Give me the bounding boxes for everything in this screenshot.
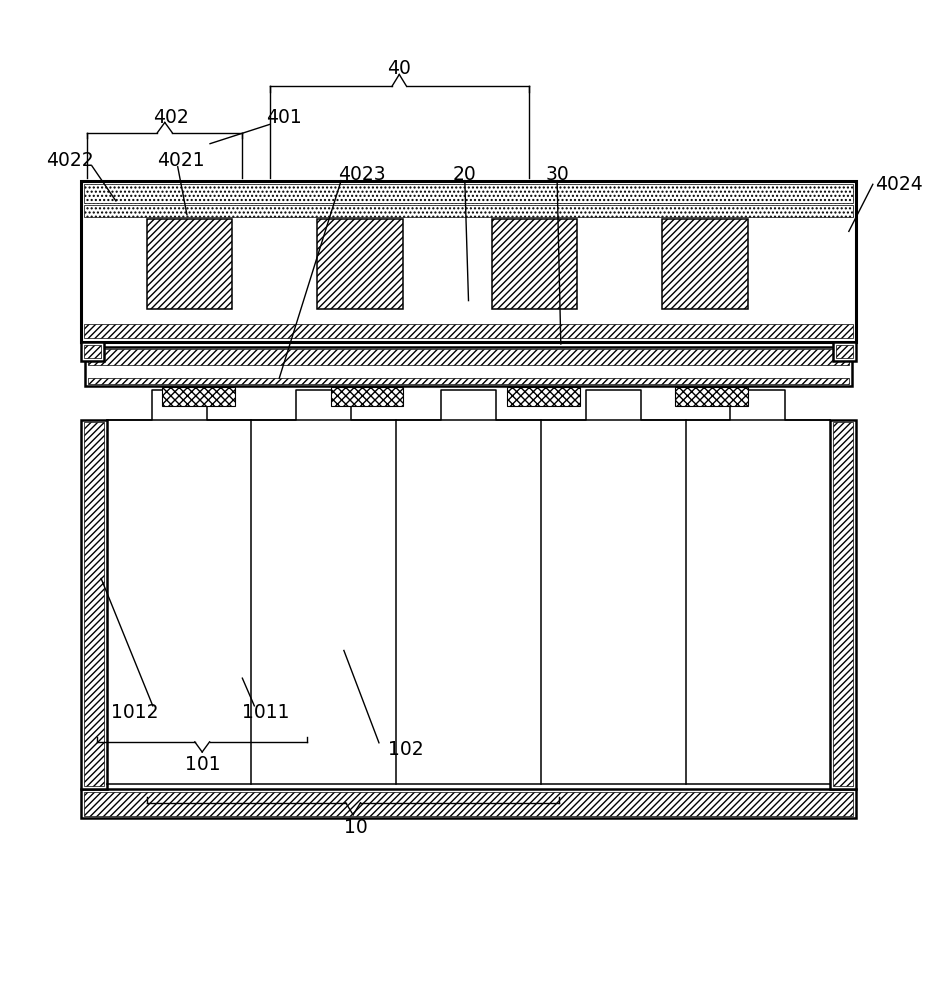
Bar [162, 387, 235, 406]
Text: 401: 401 [266, 108, 302, 127]
Bar [85, 205, 853, 217]
Text: 40: 40 [388, 59, 411, 78]
Bar [662, 219, 748, 309]
Bar [81, 420, 106, 789]
Text: 4023: 4023 [339, 165, 386, 184]
Bar [81, 342, 104, 361]
Text: 20: 20 [453, 165, 477, 184]
Text: 4024: 4024 [875, 175, 922, 194]
Bar [84, 792, 853, 816]
Bar [81, 181, 856, 342]
Bar [85, 324, 853, 338]
Text: 30: 30 [545, 165, 569, 184]
Bar [88, 349, 849, 365]
Bar [330, 387, 404, 406]
Bar [84, 345, 101, 358]
Text: 1012: 1012 [111, 703, 158, 722]
Bar [85, 184, 853, 203]
Bar [830, 420, 856, 789]
Text: 4021: 4021 [157, 151, 204, 170]
Text: 102: 102 [388, 740, 423, 759]
Bar [507, 387, 580, 406]
Bar [836, 345, 853, 358]
Text: 1011: 1011 [242, 703, 289, 722]
Bar [88, 378, 849, 384]
Bar [492, 219, 577, 309]
Text: 101: 101 [184, 755, 220, 774]
Text: 4022: 4022 [46, 151, 93, 170]
Text: 402: 402 [153, 108, 189, 127]
Bar [833, 342, 856, 361]
Bar [86, 347, 852, 386]
Bar [317, 219, 403, 309]
Bar [147, 219, 232, 309]
Bar [84, 422, 104, 786]
Bar [81, 789, 856, 818]
Text: 10: 10 [344, 818, 368, 837]
Bar [676, 387, 748, 406]
Bar [833, 422, 853, 786]
